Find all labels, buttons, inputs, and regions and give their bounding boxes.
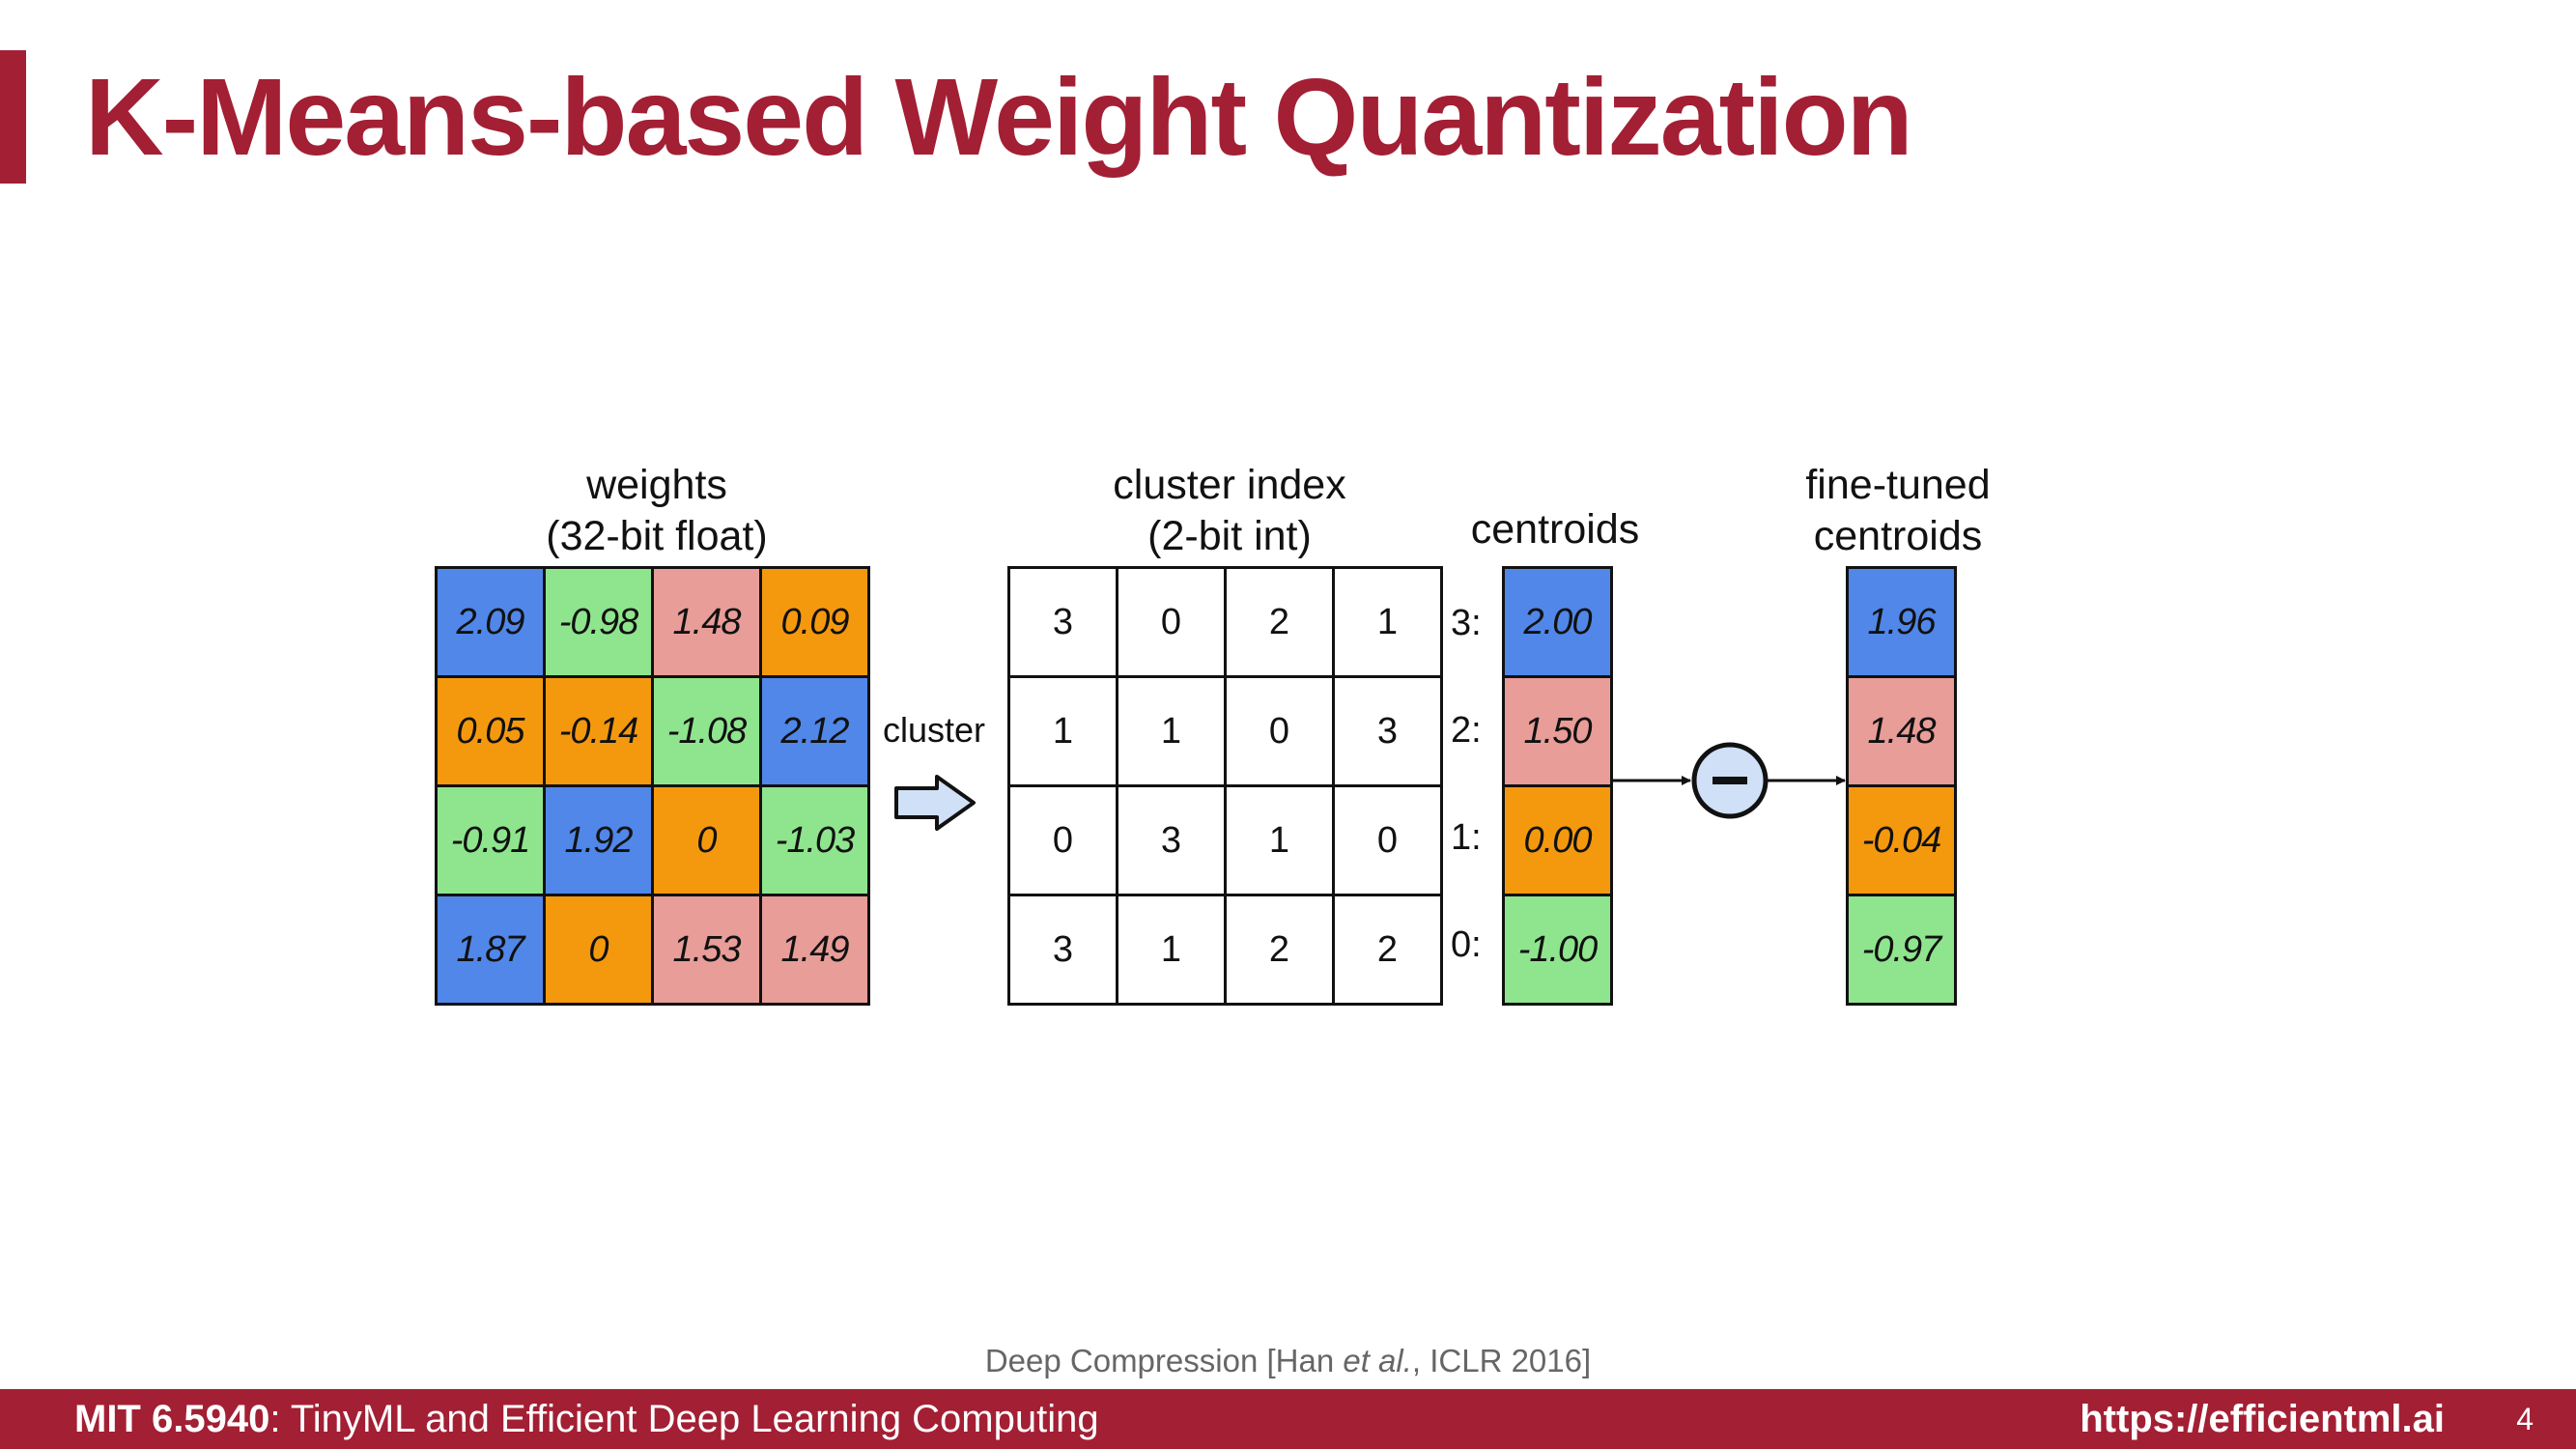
index-cell: 0 (1332, 784, 1443, 896)
fine-tuned-cell: 1.48 (1846, 675, 1957, 787)
weight-cell: 0.09 (759, 566, 870, 678)
table-row: 1.96 (1846, 566, 1957, 678)
fine-tuned-label-line1: fine-tuned (1805, 462, 1991, 508)
table-row: 2.00 (1502, 566, 1613, 678)
weight-cell: 1.87 (435, 894, 546, 1006)
course-code: MIT 6.5940 (74, 1398, 270, 1440)
weight-cell: -0.14 (543, 675, 654, 787)
index-cell: 0 (1224, 675, 1335, 787)
fine-tuned-cell: 1.96 (1846, 566, 1957, 678)
index-cell: 0 (1116, 566, 1227, 678)
index-cell: 3 (1332, 675, 1443, 787)
centroid-row-label: 0: (1451, 924, 1482, 965)
index-cell: 1 (1116, 675, 1227, 787)
index-cell: 2 (1224, 566, 1335, 678)
index-cell: 1 (1116, 894, 1227, 1006)
index-cell: 3 (1116, 784, 1227, 896)
index-cell: 1 (1332, 566, 1443, 678)
index-cell: 2 (1224, 894, 1335, 1006)
weights-label-line2: (32-bit float) (546, 513, 768, 559)
weight-cell: 2.12 (759, 675, 870, 787)
centroid-cell: 2.00 (1502, 566, 1613, 678)
centroids-column: 2.00 1.50 0.00 -1.00 (1502, 566, 1613, 1006)
centroid-row-label: 1: (1451, 817, 1482, 858)
citation-prefix: Deep Compression [Han (984, 1343, 1344, 1378)
centroid-row-label: 2: (1451, 710, 1482, 751)
cluster-block-arrow-icon (894, 775, 976, 831)
weight-cell: 0 (543, 894, 654, 1006)
fine-tuned-label-line2: centroids (1813, 513, 1983, 559)
weight-cell: 1.53 (651, 894, 762, 1006)
cluster-index-matrix: 3 0 2 1 1 1 0 3 0 3 1 0 3 1 2 2 (1007, 566, 1443, 1006)
centroid-row-label: 3: (1451, 603, 1482, 643)
weight-cell: -0.98 (543, 566, 654, 678)
table-row: 0.00 (1502, 784, 1613, 896)
table-row: -0.97 (1846, 894, 1957, 1006)
weight-cell: 0 (651, 784, 762, 896)
cluster-index-label-line1: cluster index (1113, 462, 1346, 508)
slide-title: K-Means-based Weight Quantization (85, 56, 1913, 178)
weight-cell: 0.05 (435, 675, 546, 787)
cluster-index-label-line2: (2-bit int) (1147, 513, 1312, 559)
table-row: -1.00 (1502, 894, 1613, 1006)
index-cell: 1 (1224, 784, 1335, 896)
citation-suffix: , ICLR 2016] (1411, 1343, 1592, 1378)
table-row: -0.04 (1846, 784, 1957, 896)
citation: Deep Compression [Han et al., ICLR 2016] (0, 1343, 2576, 1379)
centroid-cell: 0.00 (1502, 784, 1613, 896)
footer-course: MIT 6.5940: TinyML and Efficient Deep Le… (74, 1389, 1099, 1449)
centroid-cell: -1.00 (1502, 894, 1613, 1006)
footer-url-link[interactable]: https://efficientml.ai (2080, 1398, 2445, 1440)
weight-cell: -0.91 (435, 784, 546, 896)
table-row: 2.09 -0.98 1.48 0.09 (435, 566, 870, 678)
cluster-arrow-label: cluster (883, 710, 986, 750)
page-number: 4 (2516, 1402, 2534, 1436)
footer-bar: MIT 6.5940: TinyML and Efficient Deep Le… (0, 1389, 2576, 1449)
table-row: 3 1 2 2 (1007, 894, 1443, 1006)
index-cell: 0 (1007, 784, 1118, 896)
table-row: 0.05 -0.14 -1.08 2.12 (435, 675, 870, 787)
table-row: -0.91 1.92 0 -1.03 (435, 784, 870, 896)
table-row: 0 3 1 0 (1007, 784, 1443, 896)
weights-label-line1: weights (586, 462, 727, 508)
title-accent-bar (0, 50, 26, 184)
fine-tuned-cell: -0.97 (1846, 894, 1957, 1006)
citation-italic: et al. (1343, 1343, 1412, 1378)
weight-cell: 2.09 (435, 566, 546, 678)
weight-cell: -1.08 (651, 675, 762, 787)
weight-cell: 1.48 (651, 566, 762, 678)
weights-label: weights (32-bit float) (435, 460, 879, 562)
cluster-index-label: cluster index (2-bit int) (1007, 460, 1452, 562)
fine-tuned-centroids-column: 1.96 1.48 -0.04 -0.97 (1846, 566, 1957, 1006)
weight-cell: 1.49 (759, 894, 870, 1006)
weight-cell: 1.92 (543, 784, 654, 896)
fine-tuned-centroids-label: fine-tuned centroids (1763, 460, 2033, 562)
index-cell: 3 (1007, 566, 1118, 678)
table-row: 1.87 0 1.53 1.49 (435, 894, 870, 1006)
table-row: 1 1 0 3 (1007, 675, 1443, 787)
index-cell: 3 (1007, 894, 1118, 1006)
index-cell: 1 (1007, 675, 1118, 787)
table-row: 1.48 (1846, 675, 1957, 787)
table-row: 3 0 2 1 (1007, 566, 1443, 678)
weight-cell: -1.03 (759, 784, 870, 896)
fine-tuned-cell: -0.04 (1846, 784, 1957, 896)
course-title: : TinyML and Efficient Deep Learning Com… (269, 1398, 1099, 1440)
table-row: 1.50 (1502, 675, 1613, 787)
weights-matrix: 2.09 -0.98 1.48 0.09 0.05 -0.14 -1.08 2.… (435, 566, 870, 1006)
index-cell: 2 (1332, 894, 1443, 1006)
centroid-cell: 1.50 (1502, 675, 1613, 787)
centroids-label: centroids (1470, 506, 1640, 553)
